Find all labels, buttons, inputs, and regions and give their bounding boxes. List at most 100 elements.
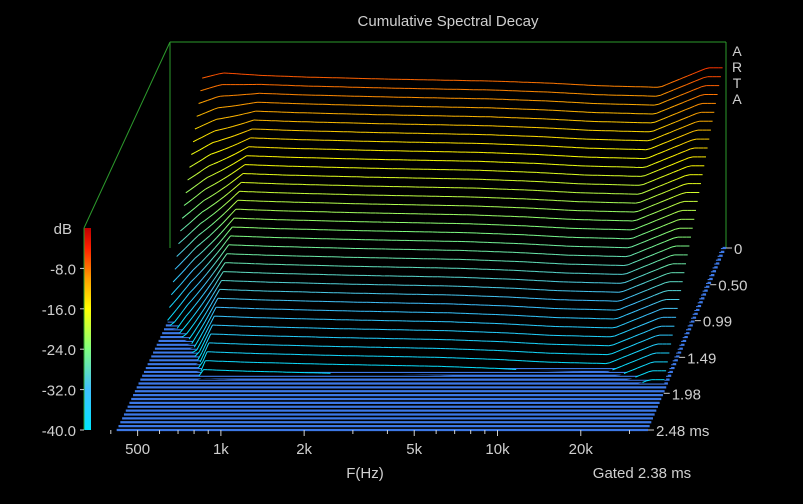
slice-segment — [669, 130, 674, 134]
slice-segment — [660, 175, 666, 178]
slice-segment — [645, 214, 650, 218]
slice-segment — [639, 266, 645, 269]
slice-segment — [692, 112, 698, 116]
slice-segment — [194, 203, 200, 209]
slice-segment — [641, 298, 647, 301]
slice-segment — [650, 361, 655, 364]
slice-segment — [661, 125, 667, 128]
slice-segment — [216, 170, 221, 174]
y-axis-ticks: -40.0 -32.0 -24.0 -16.0 -8.0 — [42, 261, 84, 440]
slice-segment — [651, 178, 657, 182]
slice-segment — [167, 314, 173, 321]
slice-segment — [620, 282, 625, 284]
slice-segment — [634, 358, 639, 362]
slice-segment — [227, 189, 233, 194]
slice-segment — [192, 195, 198, 200]
slice-segment — [622, 273, 627, 275]
slice-segment — [679, 184, 684, 187]
slice-segment — [663, 290, 669, 293]
slice-segment — [650, 187, 655, 191]
slice-segment — [206, 205, 212, 210]
slice-segment — [249, 119, 255, 122]
slice-segment — [223, 127, 228, 130]
slice-segment — [207, 241, 213, 247]
slice-segment — [238, 173, 244, 178]
slice-segment — [642, 166, 647, 168]
slice-segment — [629, 278, 634, 282]
slice-mask — [144, 353, 670, 372]
slice-segment — [205, 235, 211, 240]
slice-segment — [686, 165, 692, 168]
slice-segment — [200, 333, 206, 343]
slice-segment — [193, 161, 199, 166]
slice-segment — [646, 379, 652, 382]
slice-segment — [217, 84, 223, 87]
slice-segment — [203, 301, 209, 310]
x-tick-label: 1k — [213, 441, 229, 458]
slice-segment — [212, 287, 218, 296]
slice-segment — [632, 219, 637, 222]
slice-segment — [192, 139, 198, 143]
slice-segment — [216, 118, 222, 120]
slice-segment — [666, 123, 671, 127]
slice-segment — [213, 298, 219, 307]
slice-segment — [681, 150, 687, 153]
slice-segment — [660, 241, 665, 244]
slice-segment — [202, 176, 208, 181]
slice-segment — [196, 304, 202, 312]
slice-segment — [624, 346, 630, 349]
slice-segment — [668, 263, 674, 266]
slice-segment — [227, 226, 233, 233]
slice-segment — [682, 100, 688, 104]
slice-segment — [644, 305, 649, 309]
slice-segment — [660, 216, 666, 219]
slice-segment — [622, 314, 628, 317]
slice-segment — [244, 103, 249, 105]
slice-segment — [215, 269, 222, 277]
slice-segment — [625, 296, 631, 300]
slice-segment — [642, 248, 648, 251]
slice-segment — [627, 246, 632, 249]
slice-segment — [240, 164, 246, 169]
slice-segment — [194, 300, 200, 307]
slice-segment — [675, 160, 681, 164]
slice-segment — [187, 250, 193, 257]
slice-segment — [204, 342, 210, 353]
slice-segment — [169, 302, 175, 308]
y-tick-label: -24.0 — [42, 342, 76, 359]
slice-segment — [210, 247, 216, 253]
slice-segment — [219, 72, 224, 75]
slice-segment — [663, 157, 669, 161]
slice-segment — [680, 200, 685, 203]
slice-segment — [639, 332, 644, 335]
slice-segment — [213, 161, 219, 165]
slice-segment — [627, 328, 633, 332]
slice-segment — [676, 218, 682, 221]
slice-segment — [633, 235, 638, 239]
slice-segment — [652, 326, 658, 330]
time-tick-label: 1.49 — [687, 350, 716, 367]
slice-segment — [201, 134, 207, 138]
slice-segment — [683, 183, 689, 186]
slice-segment — [235, 151, 241, 155]
slice-segment — [651, 203, 656, 207]
slice-segment — [660, 282, 666, 285]
slice-segment — [642, 207, 648, 210]
slice-segment — [680, 93, 685, 96]
slice-segment — [191, 336, 197, 344]
slice-segment — [201, 298, 207, 306]
slice-segment — [666, 82, 671, 86]
slice-segment — [626, 271, 632, 275]
slice-segment — [638, 357, 644, 360]
slice-segment — [641, 339, 647, 342]
slice-segment — [181, 333, 187, 338]
slice-segment — [195, 149, 201, 153]
x-tick-label: 5k — [406, 441, 422, 458]
slice-segment — [188, 198, 194, 203]
slice-segment — [205, 186, 211, 190]
slice-segment — [657, 168, 663, 171]
slice-segment — [648, 328, 653, 332]
slice-segment — [226, 199, 232, 204]
slice-segment — [202, 351, 208, 362]
